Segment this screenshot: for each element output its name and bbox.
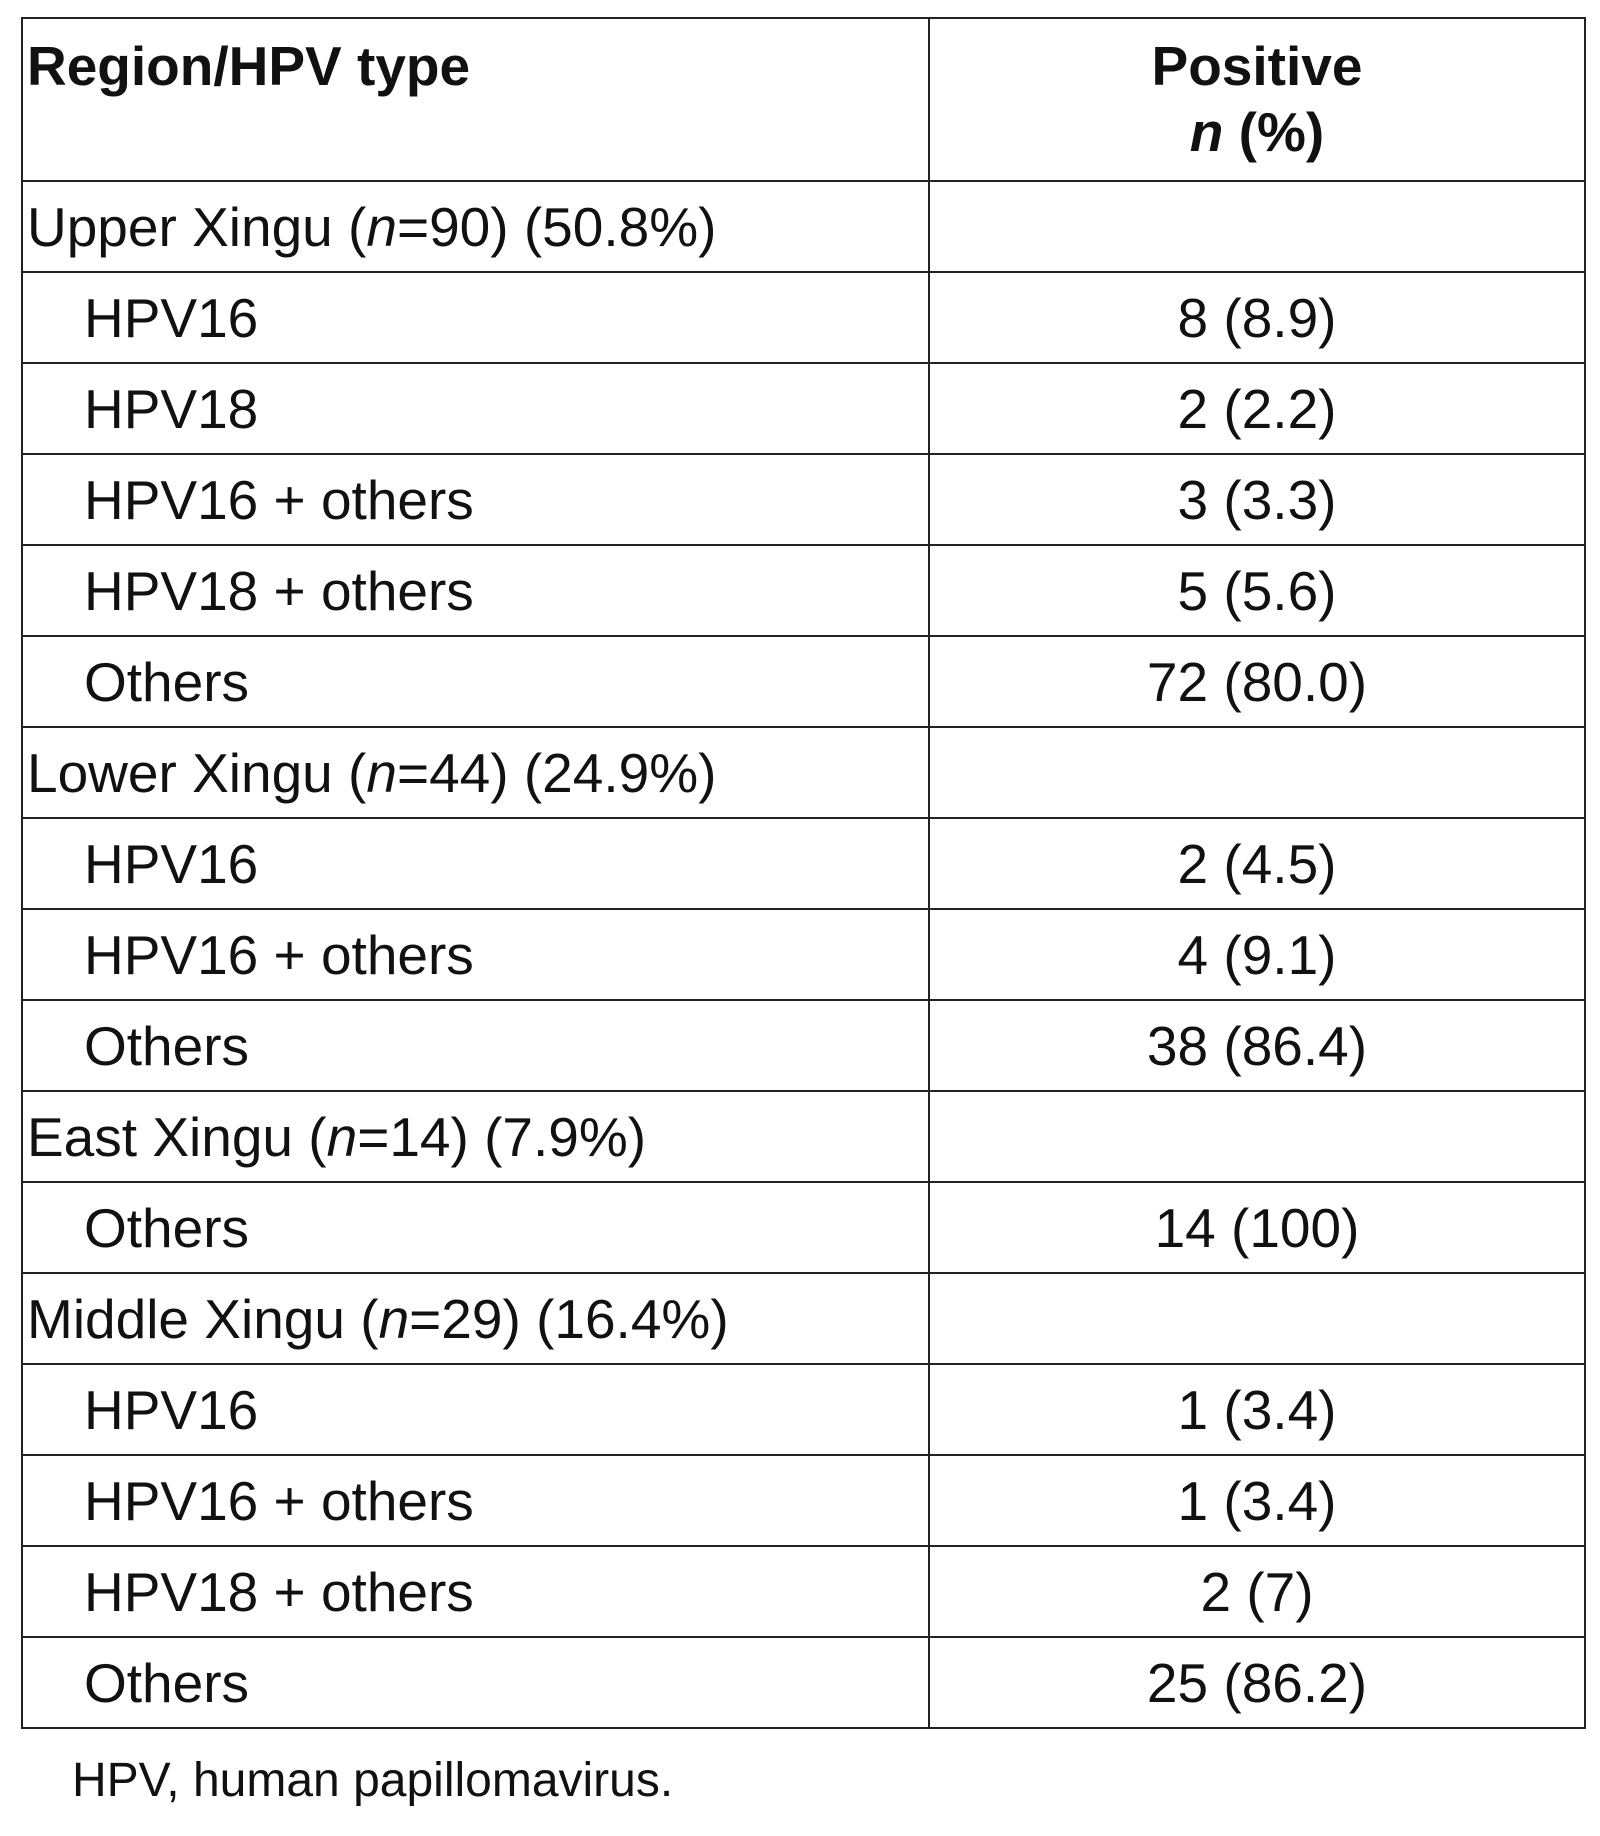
table-row: HPV16 + others 1 (3.4) [21, 1454, 1586, 1547]
hpv-type-cell: HPV18 + others [21, 544, 930, 637]
region-row: Upper Xingu (n=90) (50.8%) [21, 180, 1586, 273]
positive-value-cell: 14 (100) [928, 1181, 1586, 1274]
table-footnote: HPV, human papillomavirus. [72, 1754, 674, 1807]
region-value-empty [928, 1090, 1586, 1183]
region-count: =44) (24.9%) [396, 741, 717, 804]
positive-value-cell: 72 (80.0) [928, 635, 1586, 728]
region-count: =14) (7.9%) [357, 1105, 647, 1168]
region-label: Upper Xingu (n=90) (50.8%) [21, 180, 930, 273]
hpv-type-cell: Others [21, 999, 930, 1092]
hpv-region-table: Region/HPV type Positive n (%) Upper Xin… [21, 17, 1586, 1729]
region-row: East Xingu (n=14) (7.9%) [21, 1090, 1586, 1183]
positive-value-cell: 2 (4.5) [928, 817, 1586, 910]
table-row: HPV16 + others 4 (9.1) [21, 908, 1586, 1001]
region-value-empty [928, 180, 1586, 273]
region-value-empty [928, 1272, 1586, 1365]
table-header-row: Region/HPV type Positive n (%) [21, 17, 1586, 182]
region-count: =90) (50.8%) [396, 195, 717, 258]
hpv-type-cell: HPV16 [21, 817, 930, 910]
positive-value-cell: 4 (9.1) [928, 908, 1586, 1001]
table-row: HPV16 8 (8.9) [21, 271, 1586, 364]
region-row: Middle Xingu (n=29) (16.4%) [21, 1272, 1586, 1365]
hpv-type-cell: HPV16 [21, 271, 930, 364]
region-name: Middle Xingu ( [27, 1287, 379, 1350]
hpv-type-cell: HPV16 + others [21, 908, 930, 1001]
region-name: Upper Xingu ( [27, 195, 367, 258]
region-value-empty [928, 726, 1586, 819]
positive-value-cell: 1 (3.4) [928, 1454, 1586, 1547]
region-n-label: n [366, 741, 397, 804]
hpv-type-cell: Others [21, 1636, 930, 1729]
column-header-positive-label: Positive [1151, 35, 1363, 97]
region-name: Lower Xingu ( [27, 741, 367, 804]
hpv-type-cell: HPV18 + others [21, 1545, 930, 1638]
column-header-percent: (%) [1223, 101, 1325, 163]
region-label: Middle Xingu (n=29) (16.4%) [21, 1272, 930, 1365]
table-row: HPV16 2 (4.5) [21, 817, 1586, 910]
positive-value-cell: 3 (3.3) [928, 453, 1586, 546]
region-n-label: n [378, 1287, 410, 1350]
region-name: East Xingu ( [27, 1105, 327, 1168]
positive-value-cell: 5 (5.6) [928, 544, 1586, 637]
table-row: Others 38 (86.4) [21, 999, 1586, 1092]
column-header-positive: Positive n (%) [928, 17, 1586, 182]
region-label: East Xingu (n=14) (7.9%) [21, 1090, 930, 1183]
positive-value-cell: 1 (3.4) [928, 1363, 1586, 1456]
hpv-type-cell: HPV16 + others [21, 453, 930, 546]
table-row: HPV18 + others 5 (5.6) [21, 544, 1586, 637]
region-count: =29) (16.4%) [409, 1287, 729, 1350]
column-header-n: n [1189, 101, 1224, 163]
table-row: Others 14 (100) [21, 1181, 1586, 1274]
table-row: HPV16 1 (3.4) [21, 1363, 1586, 1456]
positive-value-cell: 25 (86.2) [928, 1636, 1586, 1729]
region-n-label: n [326, 1105, 358, 1168]
table-row: HPV16 + others 3 (3.3) [21, 453, 1586, 546]
positive-value-cell: 2 (7) [928, 1545, 1586, 1638]
column-header-region: Region/HPV type [21, 17, 930, 182]
table-row: HPV18 + others 2 (7) [21, 1545, 1586, 1638]
hpv-type-cell: HPV16 + others [21, 1454, 930, 1547]
positive-value-cell: 8 (8.9) [928, 271, 1586, 364]
hpv-type-cell: HPV18 [21, 362, 930, 455]
table-row: HPV18 2 (2.2) [21, 362, 1586, 455]
positive-value-cell: 38 (86.4) [928, 999, 1586, 1092]
region-n-label: n [366, 195, 397, 258]
table-body: Upper Xingu (n=90) (50.8%) HPV16 8 (8.9)… [21, 180, 1586, 1729]
table-row: Others 25 (86.2) [21, 1636, 1586, 1729]
positive-value-cell: 2 (2.2) [928, 362, 1586, 455]
region-label: Lower Xingu (n=44) (24.9%) [21, 726, 930, 819]
hpv-type-cell: Others [21, 635, 930, 728]
table-row: Others 72 (80.0) [21, 635, 1586, 728]
region-row: Lower Xingu (n=44) (24.9%) [21, 726, 1586, 819]
hpv-type-cell: Others [21, 1181, 930, 1274]
hpv-type-cell: HPV16 [21, 1363, 930, 1456]
